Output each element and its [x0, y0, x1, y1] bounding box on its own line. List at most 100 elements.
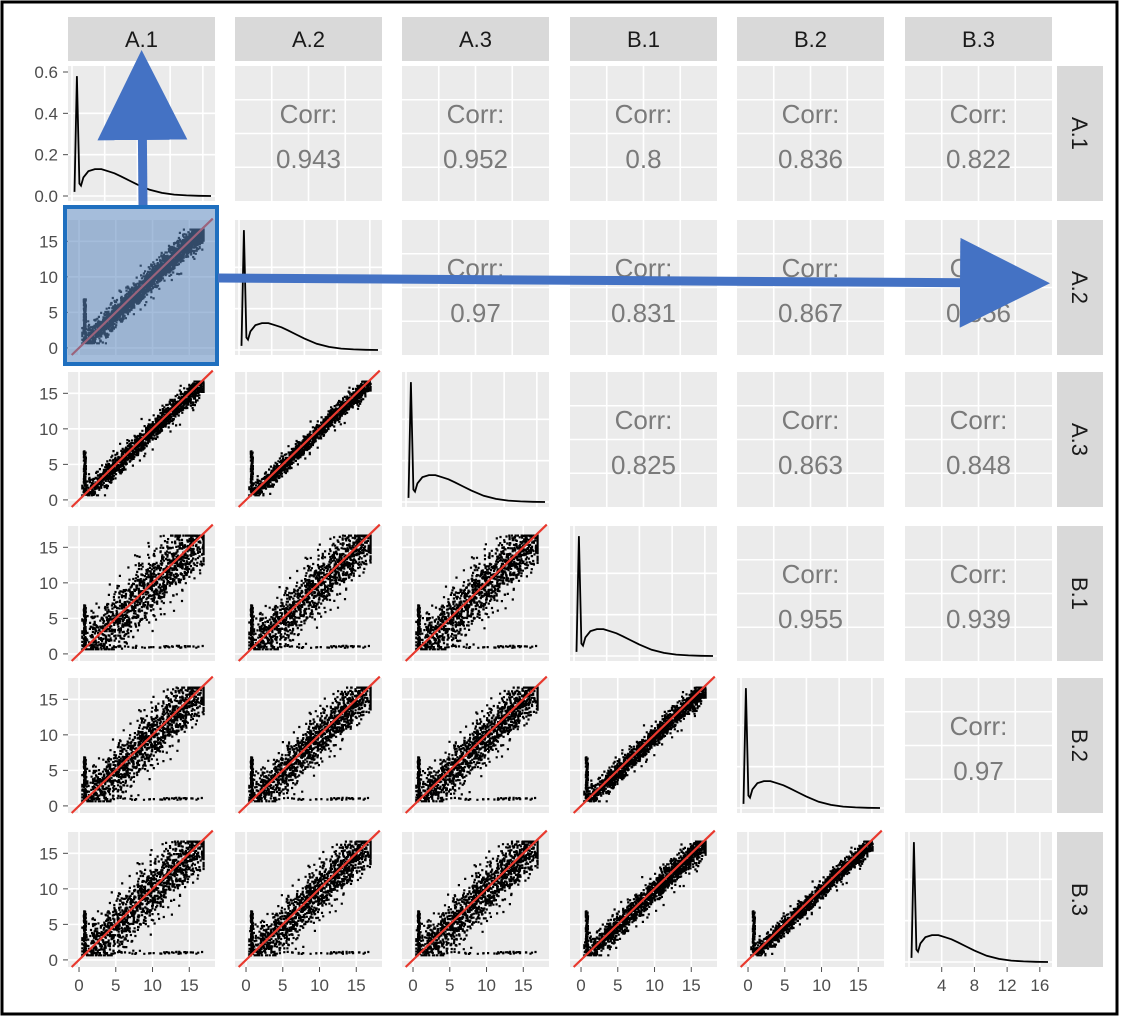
x-tick-label: 12 — [998, 976, 1017, 995]
identity-line — [237, 675, 381, 814]
y-tick-label: 0.4 — [34, 104, 58, 123]
identity-line — [70, 523, 214, 662]
identity-line — [404, 523, 548, 662]
corr-value: 0.939 — [946, 604, 1011, 634]
identity-line — [70, 369, 214, 508]
x-tick-label: 5 — [278, 976, 287, 995]
x-tick-label: 0 — [408, 976, 417, 995]
panel: Corr: 0.939 — [905, 526, 1052, 661]
x-tick-label: 10 — [143, 976, 162, 995]
panel — [905, 832, 1052, 967]
panel — [235, 523, 382, 662]
arrow-up — [97, 50, 188, 206]
corr-value: 0.831 — [611, 298, 676, 328]
corr-label: Corr: — [615, 405, 673, 435]
column-strip-label: A.2 — [292, 27, 325, 52]
density-curve — [742, 688, 881, 809]
column-strip-label: B.1 — [627, 27, 660, 52]
panel: Corr: 0.943 — [235, 66, 382, 201]
panel: Corr: 0.825 — [570, 372, 717, 507]
column-strip-bg — [235, 17, 382, 61]
panel — [68, 829, 215, 968]
identity-line — [237, 523, 381, 662]
x-tick-label: 16 — [1030, 976, 1049, 995]
corr-label: Corr: — [782, 405, 840, 435]
identity-line — [70, 675, 214, 814]
panel: Corr:0.856 — [905, 220, 1052, 355]
column-strip-label: A.3 — [459, 27, 492, 52]
y-tick-label: 15 — [39, 538, 58, 557]
density-curve — [73, 76, 212, 197]
corr-label: Corr: — [447, 99, 505, 129]
corr-label: Corr: — [950, 559, 1008, 589]
row-strip-bg — [1057, 526, 1103, 661]
corr-label: Corr: — [950, 405, 1008, 435]
column-strip-label: B.2 — [794, 27, 827, 52]
panel-bg — [905, 832, 1052, 967]
corr-value: 0.943 — [276, 144, 341, 174]
x-tick-label: 15 — [180, 976, 199, 995]
x-tick-label: 15 — [514, 976, 533, 995]
density-curve — [575, 536, 714, 657]
y-tick-label: 0.0 — [34, 187, 58, 206]
identity-line — [237, 369, 381, 508]
corr-value: 0.848 — [946, 450, 1011, 480]
panel: Corr: 0.822 — [905, 66, 1052, 201]
highlighted-panel-box — [63, 205, 219, 366]
panel: Corr:0.97 — [905, 678, 1052, 813]
panel — [570, 526, 717, 661]
row-strip-bg — [1057, 678, 1103, 813]
y-tick-label: 10 — [39, 574, 58, 593]
panel: Corr:0.97 — [402, 220, 549, 355]
axis-labels: 0.0 0.2 0.4 0.6 0 5 10 15 0 5 10 15 0 5 10 15 0 5 10 15 0 5 10… — [34, 63, 1049, 995]
panel-bg — [235, 220, 382, 355]
corr-label: Corr: — [615, 99, 673, 129]
identity-line — [739, 829, 883, 968]
x-tick-label: 10 — [645, 976, 664, 995]
y-tick-label: 0 — [49, 645, 58, 664]
x-tick-label: 4 — [937, 976, 946, 995]
x-tick-label: 10 — [812, 976, 831, 995]
corr-label: Corr: — [782, 99, 840, 129]
row-strip-bg — [1057, 66, 1103, 201]
y-tick-label: 0.2 — [34, 146, 58, 165]
panel — [68, 675, 215, 814]
x-tick-label: 15 — [347, 976, 366, 995]
arrow-right — [217, 237, 1050, 328]
density-curve — [407, 382, 546, 503]
panel: Corr:0.831 — [570, 220, 717, 355]
panel — [402, 675, 549, 814]
row-strip-label: A.1 — [1067, 117, 1092, 150]
x-tick-label: 0 — [743, 976, 752, 995]
panel-bg — [570, 526, 717, 661]
panel — [737, 678, 884, 813]
row-strip-bg — [1057, 832, 1103, 967]
panel — [402, 829, 549, 968]
column-strip-bg — [402, 17, 549, 61]
row-strip-label: B.2 — [1067, 729, 1092, 762]
panel: Corr: 0.8 — [570, 66, 717, 201]
panel — [235, 675, 382, 814]
y-tick-label: 5 — [49, 455, 58, 474]
x-tick-label: 8 — [970, 976, 979, 995]
panel: Corr: 0.952 — [402, 66, 549, 201]
y-tick-label: 5 — [49, 609, 58, 628]
y-tick-label: 0 — [49, 339, 58, 358]
corr-value: 0.825 — [611, 450, 676, 480]
y-tick-label: 0 — [49, 951, 58, 970]
panel: Corr: 0.863 — [737, 372, 884, 507]
y-tick-label: 15 — [39, 384, 58, 403]
density-curve — [910, 842, 1049, 963]
panel — [570, 675, 717, 814]
panel: Corr:0.867 — [737, 220, 884, 355]
y-tick-label: 5 — [49, 303, 58, 322]
y-tick-label: 0 — [49, 491, 58, 510]
panel-bg — [402, 372, 549, 507]
corr-value: 0.97 — [450, 298, 501, 328]
panel — [68, 523, 215, 662]
identity-line — [404, 675, 548, 814]
panel — [235, 220, 382, 355]
corr-value: 0.867 — [778, 298, 843, 328]
y-tick-label: 10 — [39, 420, 58, 439]
